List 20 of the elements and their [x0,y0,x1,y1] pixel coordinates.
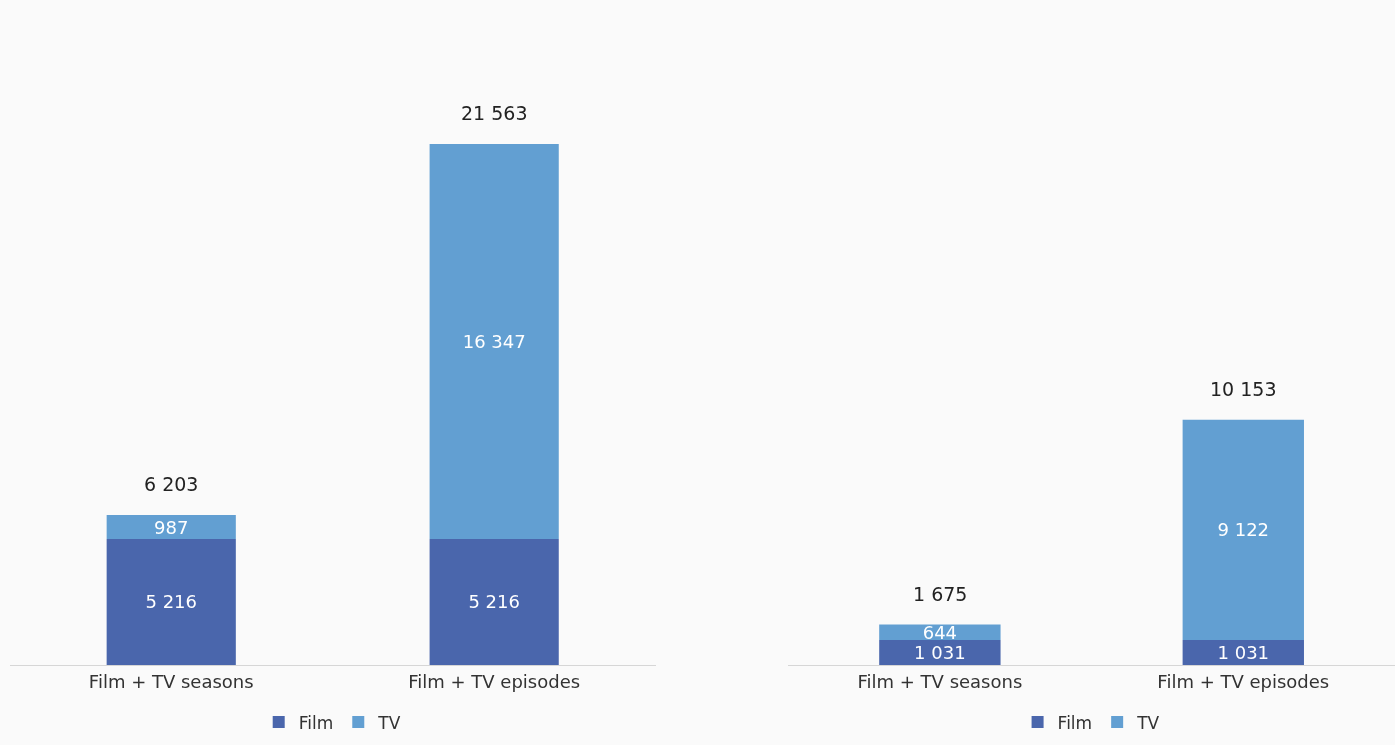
x-tick-label: Film + TV seasons [857,670,1023,692]
x-tick-label: Film + TV episodes [1157,670,1330,692]
data-label: 1 031 [914,642,966,664]
legend-label: Film [1057,712,1093,733]
legend-label: TV [377,712,401,733]
data-label: 1 031 [1217,642,1270,664]
data-label: 9 122 [1217,519,1270,541]
legend-label: TV [1136,712,1160,733]
total-label: 10 153 [1210,378,1277,400]
x-tick-label: Film + TV episodes [408,670,581,692]
total-label: 21 563 [461,102,528,124]
total-label: 1 675 [913,583,968,605]
total-label: 6 203 [144,473,199,495]
data-label: 5 216 [145,591,197,613]
data-label: 987 [154,516,189,538]
legend-label: Film [298,712,334,733]
data-label: 5 216 [468,591,520,613]
data-label: 16 347 [462,330,526,352]
data-label: 644 [922,621,958,643]
x-tick-label: Film + TV seasons [88,670,254,692]
